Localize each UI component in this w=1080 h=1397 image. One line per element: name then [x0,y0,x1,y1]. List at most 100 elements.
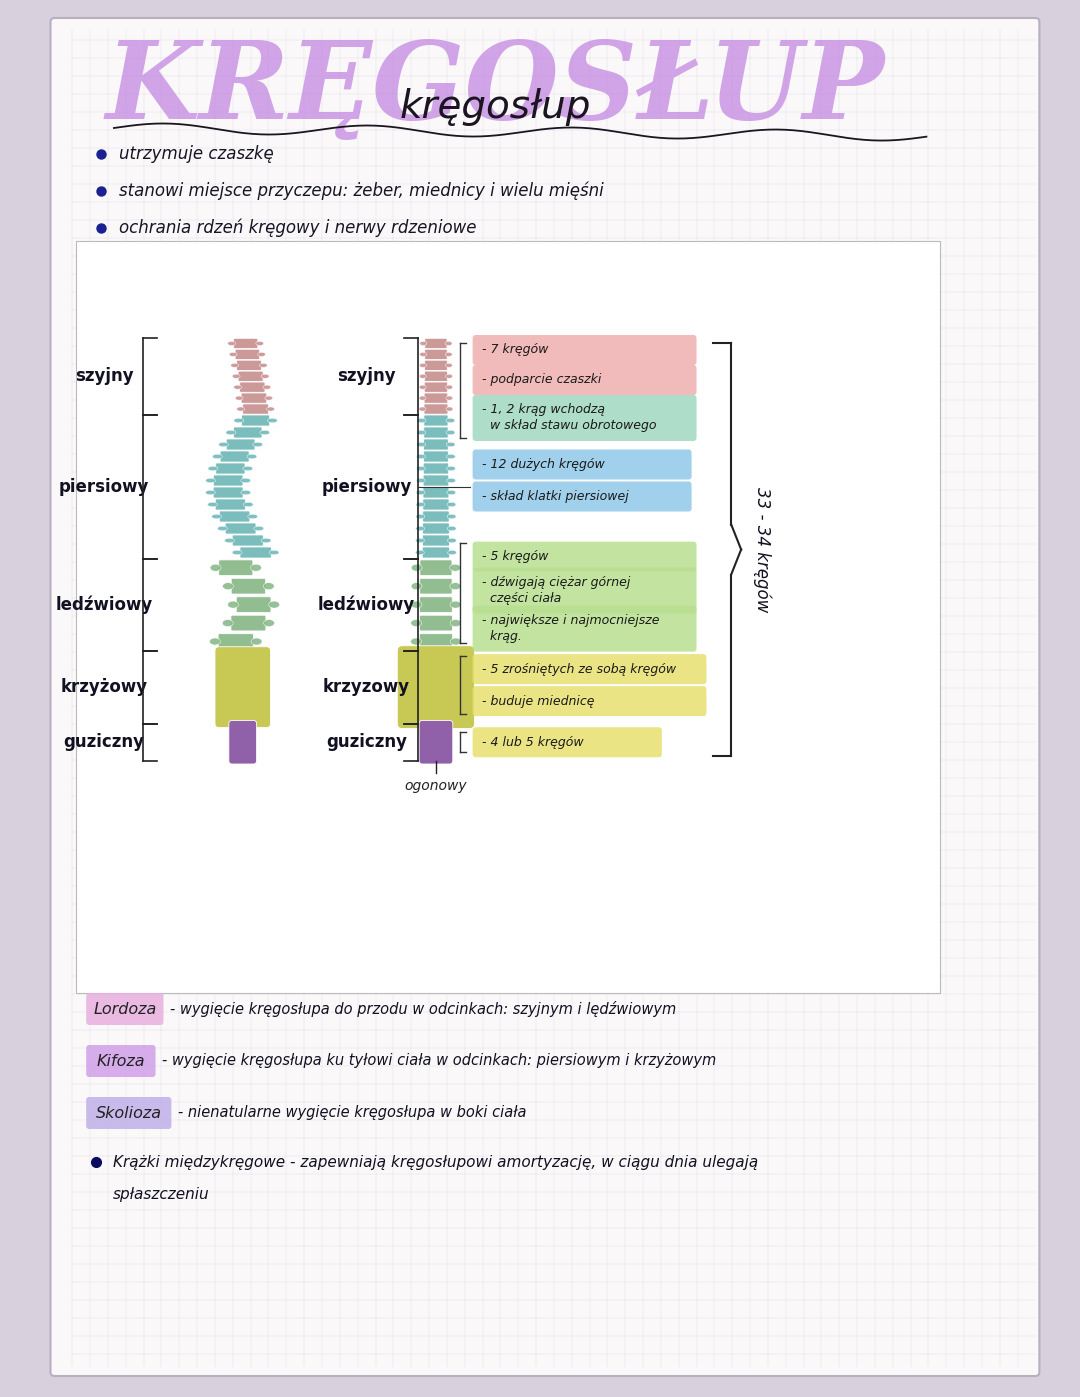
FancyBboxPatch shape [226,522,256,534]
Ellipse shape [235,395,243,400]
Ellipse shape [253,443,262,447]
Text: guziczny: guziczny [326,733,407,752]
Ellipse shape [243,502,253,507]
FancyBboxPatch shape [473,450,691,479]
Ellipse shape [247,514,258,518]
FancyBboxPatch shape [424,349,447,359]
Text: ogonowy: ogonowy [405,780,468,793]
FancyBboxPatch shape [473,654,706,685]
FancyBboxPatch shape [422,499,449,510]
FancyBboxPatch shape [424,393,448,404]
Text: - buduje miednicę: - buduje miednicę [482,694,594,708]
FancyBboxPatch shape [419,634,453,650]
Ellipse shape [218,443,229,447]
Ellipse shape [269,601,280,608]
FancyBboxPatch shape [241,393,267,404]
Text: - dźwigają ciężar górnej
  części ciała: - dźwigają ciężar górnej części ciała [482,576,630,605]
Text: krzyżowy: krzyżowy [60,678,148,696]
Ellipse shape [446,418,455,423]
Ellipse shape [213,454,222,458]
Ellipse shape [226,430,235,434]
Ellipse shape [420,352,427,356]
Ellipse shape [208,467,218,471]
FancyBboxPatch shape [216,462,245,474]
Ellipse shape [212,514,221,518]
FancyBboxPatch shape [86,993,163,1025]
FancyBboxPatch shape [420,560,453,576]
FancyBboxPatch shape [420,578,453,594]
FancyBboxPatch shape [229,721,257,764]
Ellipse shape [446,430,455,434]
Text: KRĘGOSŁUP: KRĘGOSŁUP [106,36,885,142]
Ellipse shape [447,538,457,543]
FancyBboxPatch shape [473,606,697,651]
FancyBboxPatch shape [473,542,697,571]
Ellipse shape [445,341,453,345]
Ellipse shape [447,490,456,495]
Ellipse shape [446,443,455,447]
FancyBboxPatch shape [237,360,261,370]
Ellipse shape [258,352,266,356]
Ellipse shape [269,550,279,555]
Ellipse shape [265,395,273,400]
Text: piersiowy: piersiowy [322,478,411,496]
Ellipse shape [419,374,427,379]
Ellipse shape [207,502,217,507]
Text: szyjny: szyjny [75,367,133,386]
Ellipse shape [231,363,239,367]
Ellipse shape [416,490,426,495]
Ellipse shape [205,490,215,495]
FancyBboxPatch shape [424,372,447,381]
Ellipse shape [446,407,453,411]
FancyBboxPatch shape [238,372,264,381]
Ellipse shape [268,418,278,423]
Ellipse shape [445,352,453,356]
Ellipse shape [241,478,251,483]
Ellipse shape [416,527,424,531]
Ellipse shape [450,638,461,645]
Ellipse shape [445,363,453,367]
Text: stanowi miejsce przyczepu: żeber, miednicy i wielu mięśni: stanowi miejsce przyczepu: żeber, miedni… [119,182,604,200]
FancyBboxPatch shape [473,482,691,511]
Text: utrzymuje czaszkę: utrzymuje czaszkę [119,145,273,163]
Ellipse shape [416,550,424,555]
Text: 33 - 34 kręgów: 33 - 34 kręgów [753,488,771,612]
Ellipse shape [446,386,453,390]
Ellipse shape [411,601,422,608]
Text: - 4 lub 5 kręgów: - 4 lub 5 kręgów [482,736,583,749]
Ellipse shape [217,527,228,531]
FancyBboxPatch shape [219,511,249,522]
FancyBboxPatch shape [423,451,448,462]
Ellipse shape [254,527,264,531]
FancyBboxPatch shape [213,488,243,497]
FancyBboxPatch shape [473,365,697,395]
FancyBboxPatch shape [218,634,254,650]
Ellipse shape [267,407,274,411]
Ellipse shape [446,395,453,400]
Ellipse shape [252,638,262,645]
Text: - 5 kręgów: - 5 kręgów [482,550,548,563]
Ellipse shape [417,418,426,423]
FancyBboxPatch shape [240,381,265,393]
Ellipse shape [417,467,426,471]
Ellipse shape [411,583,422,590]
Ellipse shape [417,454,426,458]
FancyBboxPatch shape [77,242,941,993]
FancyBboxPatch shape [242,415,270,426]
Ellipse shape [243,467,253,471]
Text: - podparcie czaszki: - podparcie czaszki [482,373,600,387]
Ellipse shape [205,478,216,483]
Text: - największe i najmocniejsze
  krąg.: - największe i najmocniejsze krąg. [482,615,659,643]
FancyBboxPatch shape [473,686,706,717]
FancyBboxPatch shape [420,597,453,612]
FancyBboxPatch shape [86,1097,172,1129]
Ellipse shape [237,407,244,411]
Ellipse shape [419,386,427,390]
Text: - skład klatki piersiowej: - skład klatki piersiowej [482,490,629,503]
Ellipse shape [450,620,461,627]
Ellipse shape [232,550,242,555]
Ellipse shape [447,502,456,507]
Ellipse shape [420,341,427,345]
Ellipse shape [446,454,456,458]
Ellipse shape [225,538,234,543]
